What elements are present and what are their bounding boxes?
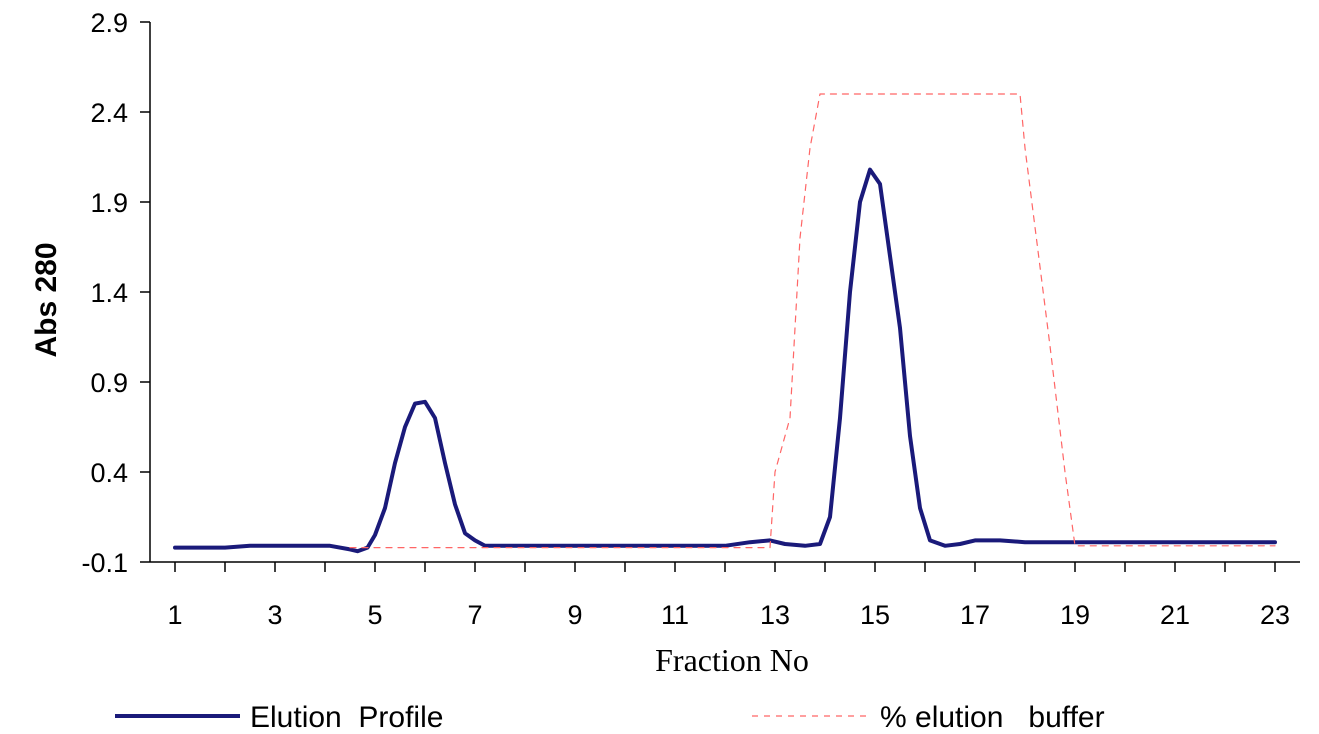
x-tick-label: 5 <box>367 600 382 630</box>
x-tick-label: 1 <box>167 600 182 630</box>
elution-buffer-line <box>349 93 1276 549</box>
y-tick-label: 1.9 <box>90 188 128 218</box>
y-tick-label: 2.9 <box>90 8 128 38</box>
x-tick-label: 17 <box>960 600 990 630</box>
x-tick-label: 23 <box>1260 600 1290 630</box>
y-axis-title: Abs 280 <box>30 242 63 357</box>
x-tick-label: 19 <box>1060 600 1090 630</box>
x-tick-label: 15 <box>860 600 890 630</box>
y-tick-label: 1.4 <box>90 278 128 308</box>
y-tick-label: 0.9 <box>90 368 128 398</box>
x-axis-title: Fraction No <box>655 642 809 678</box>
x-tick-label: 9 <box>567 600 582 630</box>
y-tick-label: -0.1 <box>81 548 128 578</box>
y-tick-label: 0.4 <box>90 458 128 488</box>
y-tick-label: 2.4 <box>90 98 128 128</box>
legend-label: % elution buffer <box>880 701 1105 734</box>
x-tick-label: 7 <box>467 600 482 630</box>
x-tick-label: 21 <box>1160 600 1190 630</box>
x-tick-label: 13 <box>760 600 790 630</box>
elution-profile-line <box>173 167 1277 554</box>
x-tick-label: 3 <box>267 600 282 630</box>
legend: Elution Profile % elution buffer <box>115 701 1105 734</box>
x-tick-label: 11 <box>661 600 689 630</box>
legend-label: Elution Profile <box>250 701 443 734</box>
